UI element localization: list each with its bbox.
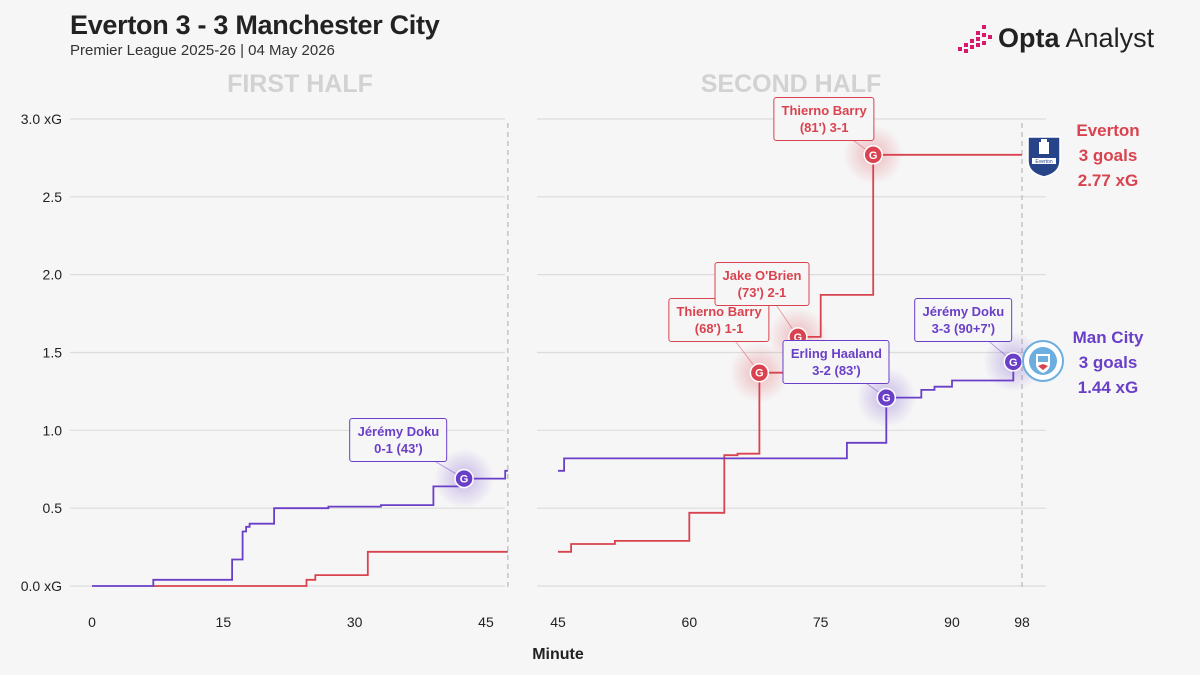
goal-score-minute: (81') 3-1 [799, 119, 849, 135]
goal-marker-label: G [794, 332, 803, 344]
goal-marker-label: G [1009, 357, 1018, 369]
y-tick-label: 1.0 [43, 422, 63, 438]
goal-annotation: Jérémy Doku 3-3 (90+7') [914, 297, 1013, 342]
y-tick-label: 1.5 [43, 344, 63, 360]
y-tick-label: 2.5 [43, 189, 63, 205]
goal-annotation: Thierno Barry (81') 3-1 [773, 96, 875, 141]
x-tick-label: 75 [813, 614, 829, 630]
man-city-xg: 1.44 xG [1077, 378, 1139, 397]
goal-scorer: Jérémy Doku [357, 423, 440, 439]
x-tick-label: 98 [1014, 614, 1030, 630]
panel-label-first-half: FIRST HALF [227, 70, 373, 98]
x-tick-label: 60 [682, 614, 698, 630]
y-tick-label: 0.0 xG [21, 578, 62, 594]
everton-xg-line [153, 550, 508, 587]
brand-logo: Opta Analyst [958, 18, 1154, 58]
everton-xg-line [558, 153, 1022, 553]
x-tick-label: 15 [216, 614, 232, 630]
goal-annotation: Erling Haaland 3-2 (83') [782, 339, 890, 384]
goal-marker [876, 387, 897, 408]
x-tick-label: 90 [944, 614, 960, 630]
goal-scorer: Jake O'Brien [722, 268, 802, 283]
everton-xg: 2.77 xG [1077, 171, 1139, 190]
man-city-summary: Man City 3 goals 1.44 xG [1073, 325, 1144, 400]
x-tick-label: 0 [88, 614, 96, 630]
x-tick-label: 30 [347, 614, 363, 630]
goal-annotation: Jake O'Brien (73') 2-1 [714, 262, 810, 306]
goal-marker [454, 468, 474, 489]
everton-name: Everton [1076, 121, 1140, 140]
goal-marker-label: G [755, 368, 764, 380]
man-city-name: Man City [1072, 328, 1144, 347]
goal-score-minute: (73') 2-1 [737, 285, 787, 300]
x-tick-label: 45 [550, 614, 566, 630]
y-tick-label: 0.5 [43, 500, 63, 516]
goal-marker [749, 362, 770, 383]
goal-score-minute: (68') 1-1 [694, 320, 744, 336]
y-tick-label: 3.0 xG [21, 111, 62, 127]
header: Everton 3 - 3 Manchester City Premier Le… [70, 8, 440, 60]
goal-marker-label: G [460, 474, 469, 486]
goal-score-minute: 3-2 (83') [812, 362, 861, 378]
everton-summary: Everton 3 goals 2.77 xG [1076, 118, 1139, 193]
goal-scorer: Thierno Barry [781, 102, 867, 118]
man-city-crest-icon [1022, 340, 1064, 382]
goal-score-minute: 3-3 (90+7') [931, 320, 996, 336]
everton-goals: 3 goals [1078, 146, 1138, 165]
man-city-xg-line [558, 360, 1022, 472]
man-city-goals: 3 goals [1078, 353, 1138, 372]
goal-annotation: Jérémy Doku 0-1 (43') [349, 417, 448, 462]
page-subtitle: Premier League 2025-26 | 04 May 2026 [70, 42, 335, 59]
brand-name-bold: Opta [998, 22, 1060, 53]
opta-bars-icon [958, 25, 992, 53]
goal-marker [863, 145, 883, 165]
goal-scorer: Jérémy Doku [922, 303, 1005, 319]
brand-name-rest: Analyst [1059, 22, 1155, 53]
page-title: Everton 3 - 3 Manchester City [70, 10, 440, 40]
x-axis-label: Minute [532, 646, 584, 663]
y-tick-label: 2.0 [43, 267, 63, 283]
goal-scorer: Thierno Barry [676, 303, 762, 319]
x-tick-label: 45 [478, 614, 494, 630]
goal-marker-label: G [869, 150, 878, 162]
everton-crest-icon: Everton [1027, 136, 1061, 178]
goal-score-minute: 0-1 (43') [374, 440, 423, 456]
everton-crest-text: Everton [1035, 159, 1052, 165]
goal-scorer: Erling Haaland [790, 345, 882, 361]
panel-label-second-half: SECOND HALF [701, 70, 882, 98]
goal-marker-label: G [882, 393, 891, 405]
brand-name: Opta Analyst [998, 23, 1154, 54]
